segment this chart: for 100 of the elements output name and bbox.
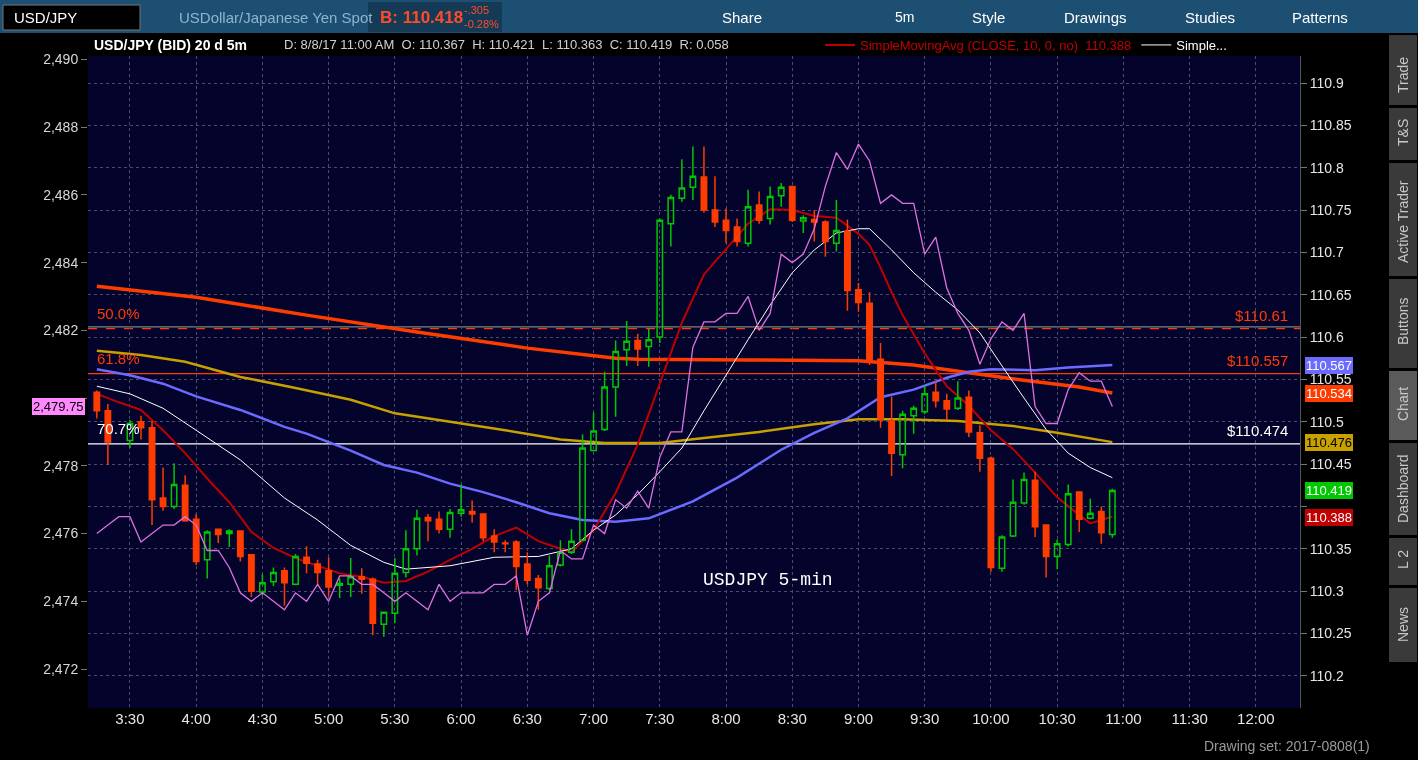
candlestick: [170, 462, 178, 510]
text: 2,479.75: [33, 399, 84, 414]
y2-tick-label: 2,482: [43, 322, 79, 339]
candlestick: [711, 175, 719, 228]
candlestick: [534, 574, 542, 611]
x-tick-label: 12:00: [1237, 710, 1275, 727]
candlestick: [667, 194, 675, 248]
chart-subtitle: D: 8/8/17 11:00 AM O: 110.367 H: 110.421 L: 110.363 C: 110.419 R: 0.058: [284, 37, 729, 52]
candlestick: [590, 411, 598, 453]
candlestick: [1108, 487, 1116, 539]
x-tick-label: 4:30: [247, 710, 277, 727]
candlestick: [1053, 538, 1061, 570]
candlestick: [645, 327, 653, 368]
chart-title: USD/JPY (BID) 20 d 5m: [94, 37, 248, 53]
text: USD/JPY: [14, 9, 78, 26]
text: Drawing set: 2017-0808(1): [1204, 738, 1370, 754]
x-tick-label: 4:00: [181, 710, 211, 727]
candlestick: [722, 207, 730, 244]
candlestick: [391, 557, 399, 625]
y-tick-label: 110.55: [1309, 371, 1352, 388]
candlestick: [744, 189, 752, 248]
x-tick-label: 11:00: [1105, 710, 1142, 727]
candlestick: [788, 185, 796, 223]
text: Buttons: [1395, 297, 1411, 345]
candlestick: [424, 513, 432, 542]
text: Share: [722, 9, 763, 26]
candlestick: [855, 282, 862, 313]
text: Studies: [1185, 9, 1236, 26]
candlestick: [281, 566, 288, 607]
y2-tick-label: 2,490: [43, 51, 79, 68]
candlestick: [148, 420, 156, 526]
candlestick: [1042, 523, 1050, 579]
candlestick: [755, 190, 763, 225]
candlestick: [402, 529, 410, 579]
x-tick-label: 6:30: [512, 710, 542, 727]
y-tick-label: 110.5: [1309, 413, 1345, 430]
candlestick: [689, 145, 697, 201]
text: News: [1395, 606, 1411, 642]
y-tick-label: 110.25: [1309, 625, 1352, 642]
text: -.305: [464, 4, 490, 16]
candlestick: [347, 557, 355, 598]
candlestick: [601, 371, 609, 432]
candlestick: [799, 214, 807, 234]
text: -0.28%: [464, 18, 500, 30]
candlestick: [568, 528, 575, 555]
text: Active Trader: [1395, 180, 1411, 263]
text: B: 110.418: [380, 8, 464, 27]
candlestick: [236, 530, 244, 563]
y-tick-label: 110.6: [1309, 329, 1345, 346]
candlestick: [258, 573, 266, 597]
candlestick: [888, 395, 896, 477]
text: 110.567: [1306, 358, 1353, 373]
x-tick-label: 6:00: [446, 710, 476, 727]
x-tick-label: 8:30: [777, 710, 807, 727]
y-tick-label: 110.9: [1309, 75, 1345, 91]
y2-tick-label: 2,478: [43, 457, 79, 474]
candlestick: [358, 567, 366, 595]
candlestick: [446, 508, 454, 539]
candlestick: [1086, 498, 1094, 520]
candlestick: [369, 576, 377, 636]
candlestick: [899, 410, 907, 470]
x-tick-label: 10:30: [1038, 710, 1076, 727]
text: 5m: [895, 9, 915, 25]
y-tick-label: 110.3: [1309, 583, 1345, 600]
candlestick: [247, 553, 255, 598]
candlestick: [181, 474, 189, 523]
candlestick: [545, 554, 553, 592]
candlestick: [203, 529, 211, 580]
candlestick: [303, 545, 311, 575]
candlestick: [292, 553, 299, 586]
x-tick-label: 10:00: [972, 710, 1010, 727]
ref-line-label: $110.474: [1227, 422, 1289, 439]
candlestick: [612, 339, 620, 418]
candlestick: [457, 483, 465, 518]
candlestick: [976, 424, 984, 473]
candlestick: [501, 539, 509, 553]
y-tick-label: 110.65: [1309, 286, 1352, 303]
annotation: 61.8%: [97, 350, 140, 367]
candlestick: [214, 528, 222, 544]
y-tick-label: 110.45: [1309, 456, 1352, 473]
candlestick: [965, 389, 973, 438]
candlestick: [821, 219, 829, 258]
candlestick: [766, 185, 774, 226]
candlestick: [336, 577, 344, 599]
y2-tick-label: 2,488: [43, 119, 79, 136]
x-tick-label: 7:30: [645, 710, 675, 727]
ref-line-label: $110.557: [1227, 352, 1289, 369]
candlestick: [523, 551, 531, 586]
text: 110.388: [1306, 510, 1353, 525]
candlestick: [921, 384, 929, 415]
candlestick: [1031, 471, 1039, 538]
candlestick: [910, 404, 918, 435]
y-tick-label: 110.35: [1309, 540, 1352, 557]
candlestick: [1097, 505, 1105, 545]
text: Dashboard: [1395, 454, 1411, 523]
line-series: [95, 349, 1114, 445]
candlestick: [998, 534, 1006, 573]
candlestick: [777, 182, 785, 208]
y2-tick-label: 2,472: [43, 660, 79, 677]
x-tick-label: 9:30: [910, 710, 940, 727]
